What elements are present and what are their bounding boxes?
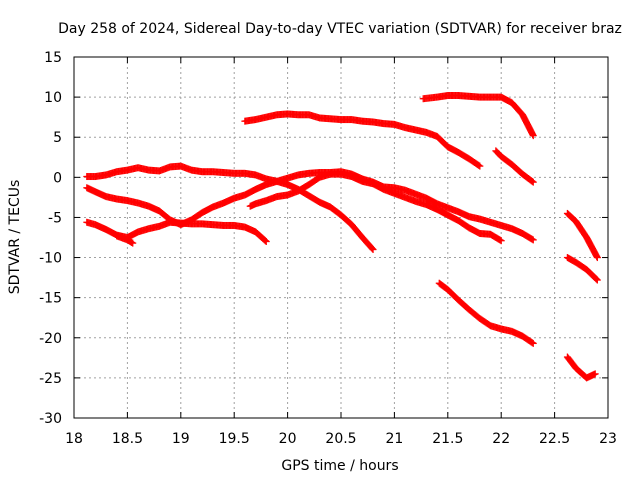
data-series-arc-8 xyxy=(492,147,537,186)
x-tick-label: 19 xyxy=(172,431,190,447)
y-tick-label: -10 xyxy=(39,251,62,267)
data-series-arc-9 xyxy=(435,279,537,347)
data-series-arc-11 xyxy=(563,254,601,284)
data-series-arc-4 xyxy=(113,232,137,247)
x-tick-label: 21.5 xyxy=(432,431,463,447)
y-tick-label: -30 xyxy=(39,411,62,427)
y-tick-label: -15 xyxy=(39,291,62,307)
data-series-arc-3 xyxy=(83,218,270,246)
y-tick-label: -25 xyxy=(39,371,62,387)
x-tick-label: 22 xyxy=(492,431,510,447)
data-series-arc-2 xyxy=(83,168,537,244)
chart-title: Day 258 of 2024, Sidereal Day-to-day VTE… xyxy=(58,21,622,37)
data-series-arc-1 xyxy=(83,162,377,254)
x-tick-label: 20 xyxy=(279,431,297,447)
y-tick-label: -5 xyxy=(48,210,62,226)
x-tick-label: 20.5 xyxy=(325,431,356,447)
x-tick-label: 21 xyxy=(385,431,403,447)
data-series-arc-6 xyxy=(246,170,505,245)
y-tick-label: 0 xyxy=(53,170,62,186)
data-points xyxy=(83,92,601,382)
x-tick-label: 23 xyxy=(599,431,617,447)
axis-ticks: 18 18.5 19 19.5 20 20.5 21 21.5 22 22.5 23 -30 -25 -2… xyxy=(39,50,617,447)
y-tick-label: 15 xyxy=(44,50,62,66)
x-tick-label: 18 xyxy=(65,431,83,447)
x-tick-label: 18.5 xyxy=(112,431,143,447)
x-tick-label: 19.5 xyxy=(219,431,250,447)
data-series-arc-12 xyxy=(563,353,599,382)
y-axis-label: SDTVAR / TECUs xyxy=(7,180,23,295)
y-tick-label: 5 xyxy=(53,130,62,146)
data-series-arc-10 xyxy=(563,209,601,262)
data-series-arc-5 xyxy=(241,110,484,170)
x-axis-label: GPS time / hours xyxy=(281,458,398,474)
y-tick-label: 10 xyxy=(44,90,62,106)
data-series-arc-7 xyxy=(419,92,537,140)
x-tick-label: 22.5 xyxy=(539,431,570,447)
y-tick-label: -20 xyxy=(39,331,62,347)
